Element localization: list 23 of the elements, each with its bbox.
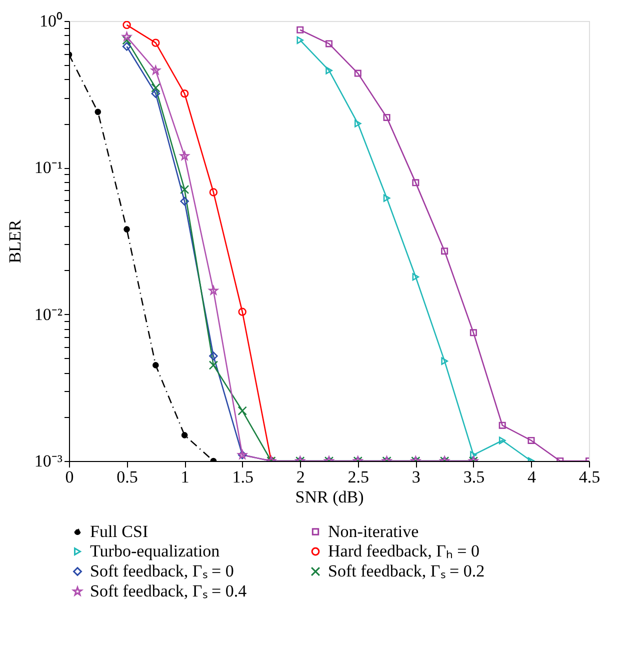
y-tick-label: 10⁰ — [40, 12, 62, 30]
y-tick-label: 10⁻² — [34, 304, 62, 324]
x-tick-label: 4.5 — [578, 468, 600, 486]
x-tick-label: 0 — [65, 468, 74, 486]
legend-label: Non-iterative — [328, 522, 419, 541]
x-tick-label: 2 — [296, 468, 305, 486]
x-tick-label: 0.5 — [116, 468, 138, 486]
x-tick-label: 3.5 — [463, 468, 485, 486]
x-tick-label: 3 — [412, 468, 420, 486]
y-tick-label: 10⁻¹ — [34, 158, 62, 178]
y-axis-title: BLER — [5, 219, 24, 264]
legend-label: Soft feedback, Γₛ = 0.4 — [90, 582, 248, 600]
x-tick-label: 2.5 — [348, 468, 370, 486]
x-tick-label: 1.5 — [232, 468, 254, 486]
legend-label: Hard feedback, Γₕ = 0 — [328, 542, 480, 560]
legend-label: Soft feedback, Γₛ = 0 — [90, 562, 234, 580]
legend-label: Soft feedback, Γₛ = 0.2 — [328, 562, 485, 580]
x-tick-label: 1 — [180, 468, 190, 486]
y-tick-label: 10⁻³ — [34, 452, 62, 470]
x-tick-label: 4 — [527, 468, 536, 486]
legend-label: Turbo-equalization — [90, 542, 220, 560]
legend-label: Full CSI — [90, 522, 148, 541]
x-axis-title: SNR (dB) — [295, 488, 364, 506]
